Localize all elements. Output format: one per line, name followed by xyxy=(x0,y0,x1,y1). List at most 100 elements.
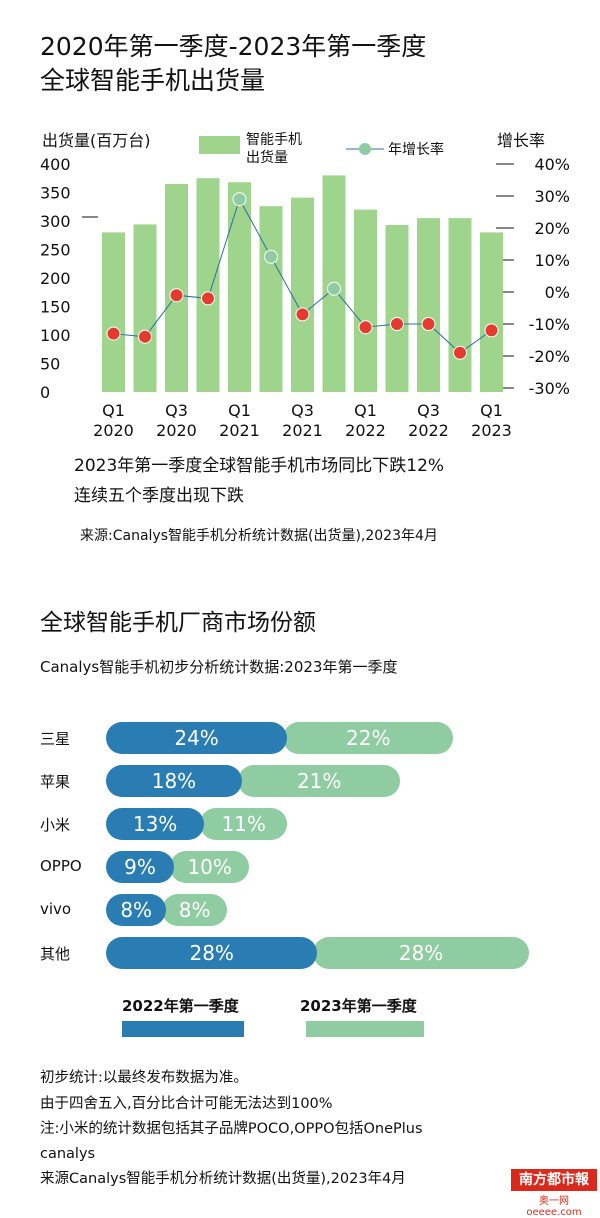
x-tick-quarter: Q3 xyxy=(417,401,440,420)
y-right-tick: 40% xyxy=(534,155,570,174)
x-tick-quarter: Q3 xyxy=(165,401,188,420)
shipment-bar xyxy=(480,232,503,392)
shipment-bar xyxy=(291,197,314,392)
y-left-tick: 100 xyxy=(40,326,71,345)
brand-label: 其他 xyxy=(40,945,71,963)
x-tick-year: 2022 xyxy=(408,421,449,440)
legend-2023-swatch xyxy=(306,1021,424,1037)
y-right-tick: -30% xyxy=(529,379,570,398)
shipment-bar xyxy=(102,232,125,392)
summary-line2: 连续五个季度出现下跌 xyxy=(74,486,244,506)
shipment-bar xyxy=(196,178,220,392)
growth-point xyxy=(201,291,215,306)
share-bar-2023: 28% xyxy=(313,937,529,969)
y-left-tick: 0 xyxy=(40,383,50,402)
legend-2023-label: 2023年第一季度 xyxy=(300,997,417,1015)
x-tick-quarter: Q1 xyxy=(354,401,377,420)
y-right-tick: 0% xyxy=(545,283,570,302)
shipment-bar xyxy=(448,218,472,392)
note-5: 来源Canalys智能手机分析统计数据(出货量),2023年4月 xyxy=(40,1171,406,1187)
share-bar-2023: 10% xyxy=(169,851,250,883)
legend-2022-swatch xyxy=(122,1021,244,1037)
legend-line-label: 年增长率 xyxy=(388,141,444,158)
share-bar-2023: 21% xyxy=(237,765,401,797)
y-left-tick: 350 xyxy=(40,184,71,203)
brand-label: OPPO xyxy=(40,857,82,875)
y-right-axis-label: 增长率 xyxy=(497,131,545,150)
share-bar-2022: 18% xyxy=(106,765,242,797)
growth-point xyxy=(106,326,121,341)
note-2: 由于四舍五入,百分比合计可能无法达到100% xyxy=(40,1096,333,1112)
brand-label: 小米 xyxy=(40,816,71,834)
y-left-tick: 150 xyxy=(40,298,71,317)
growth-point xyxy=(327,281,341,296)
x-tick-year: 2020 xyxy=(156,421,197,440)
x-tick-year: 2021 xyxy=(282,421,323,440)
y-left-tick: 200 xyxy=(40,269,71,288)
chart-title-line1: 2020年第一季度-2023年第一季度 xyxy=(40,32,427,61)
legend-bar-label-1: 智能手机 xyxy=(246,132,302,148)
share-bar-2023: 22% xyxy=(283,722,454,754)
chart1-source: 来源:Canalys智能手机分析统计数据(出货量),2023年4月 xyxy=(80,528,438,544)
shipment-chart: 出货量(百万台) 增长率 400 350 300 250 200 150 100 50 0 40% 30… xyxy=(40,131,570,440)
growth-point xyxy=(358,320,373,335)
shipment-bar xyxy=(133,224,157,392)
x-tick-quarter: Q1 xyxy=(102,401,125,420)
shipment-bar xyxy=(228,182,251,392)
share-bar-2022: 9% xyxy=(106,851,174,883)
share-bar-2022: 13% xyxy=(106,808,205,840)
note-3: 注:小米的统计数据包括其子品牌POCO,OPPO包括OnePlus xyxy=(40,1121,423,1137)
y-left-axis-label: 出货量(百万台) xyxy=(42,131,151,150)
share-bar-2023: 8% xyxy=(162,894,227,926)
growth-point xyxy=(390,317,404,331)
newspaper-logo-sub: 奥一网 oeeee.com xyxy=(526,1196,582,1218)
newspaper-logo: 南方都市報 xyxy=(511,1169,597,1191)
note-1: 初步统计:以最终发布数据为准。 xyxy=(40,1070,248,1086)
share-chart-subtitle: Canalys智能手机初步分析统计数据:2023年第一季度 xyxy=(40,658,398,676)
growth-point xyxy=(484,323,499,338)
y-right-tick: -20% xyxy=(529,347,570,366)
x-tick-quarter: Q3 xyxy=(291,401,314,420)
shipment-bar xyxy=(165,183,188,392)
x-tick-year: 2022 xyxy=(345,421,386,440)
y-right-tick: 20% xyxy=(534,219,570,238)
share-bar-2022: 8% xyxy=(106,894,167,926)
growth-point xyxy=(138,329,152,344)
growth-point xyxy=(295,307,310,322)
shipment-bar xyxy=(259,206,283,392)
note-4: canalys xyxy=(40,1146,96,1162)
growth-point xyxy=(453,345,467,360)
share-bar-2022: 24% xyxy=(106,722,288,754)
x-tick-quarter: Q1 xyxy=(480,401,503,420)
y-left-tick: 400 xyxy=(40,155,71,174)
shipment-bar xyxy=(385,224,409,392)
y-right-tick: -10% xyxy=(529,315,570,334)
y-left-tick: 300 xyxy=(40,212,71,231)
legend-bar-label-2: 出货量 xyxy=(246,149,288,166)
y-left-tick: 250 xyxy=(40,241,71,260)
growth-point xyxy=(232,192,247,207)
x-tick-year: 2020 xyxy=(93,421,134,440)
summary-line1: 2023年第一季度全球智能手机市场同比下跌12% xyxy=(74,456,445,476)
legend-2022-label: 2022年第一季度 xyxy=(122,997,239,1015)
growth-point xyxy=(421,317,436,331)
share-bar-2023: 11% xyxy=(200,808,288,840)
shipment-bar xyxy=(417,218,440,392)
legend-line-marker xyxy=(359,143,371,155)
growth-point xyxy=(169,288,184,303)
brand-label: 苹果 xyxy=(40,773,71,791)
y-right-tick: 30% xyxy=(534,187,570,206)
x-tick-quarter: Q1 xyxy=(228,401,251,420)
x-tick-year: 2021 xyxy=(219,421,260,440)
shipment-bar xyxy=(354,209,377,392)
brand-label: 三星 xyxy=(40,730,71,748)
y-right-tick: 10% xyxy=(534,251,570,270)
x-tick-year: 2023 xyxy=(471,421,512,440)
y-left-tick: 50 xyxy=(40,355,60,374)
legend-bar-swatch xyxy=(199,136,240,154)
share-bar-2022: 28% xyxy=(106,937,318,969)
chart-title-line2: 全球智能手机出货量 xyxy=(40,66,266,95)
growth-point xyxy=(264,249,278,264)
brand-label: vivo xyxy=(40,900,72,918)
share-chart-title: 全球智能手机厂商市场份额 xyxy=(40,610,316,636)
